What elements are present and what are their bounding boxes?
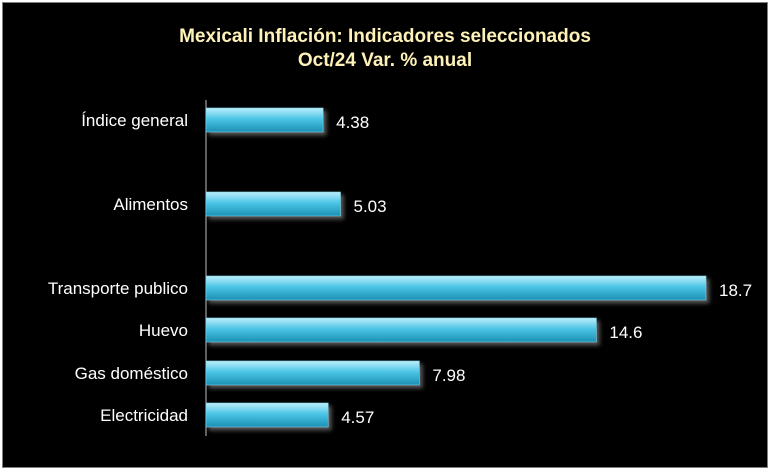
bar-3	[205, 317, 597, 343]
bar-4	[205, 360, 420, 386]
bar-chart: Índice general 4.38 Alimentos 5.03 Transport…	[48, 100, 752, 436]
chart-title: Mexicali Inflación: Indicadores seleccio…	[179, 26, 591, 47]
data-label: 18.7	[719, 281, 752, 300]
bar-2	[205, 275, 707, 301]
category-label: Gas doméstico	[75, 364, 188, 383]
bar-1	[205, 191, 341, 217]
category-label: Electricidad	[100, 406, 188, 425]
chart-subtitle: Oct/24 Var. % anual	[297, 50, 473, 71]
data-label: 4.57	[341, 408, 374, 427]
data-label: 7.98	[432, 366, 465, 385]
bar-0	[205, 107, 324, 133]
data-label: 5.03	[353, 197, 386, 216]
category-label: Alimentos	[113, 195, 188, 214]
data-label: 14.6	[609, 323, 642, 342]
category-label: Transporte publico	[48, 279, 188, 298]
category-label: Huevo	[139, 321, 188, 340]
data-label: 4.38	[336, 113, 369, 132]
category-label: Índice general	[81, 111, 188, 130]
bar-5	[205, 402, 329, 428]
